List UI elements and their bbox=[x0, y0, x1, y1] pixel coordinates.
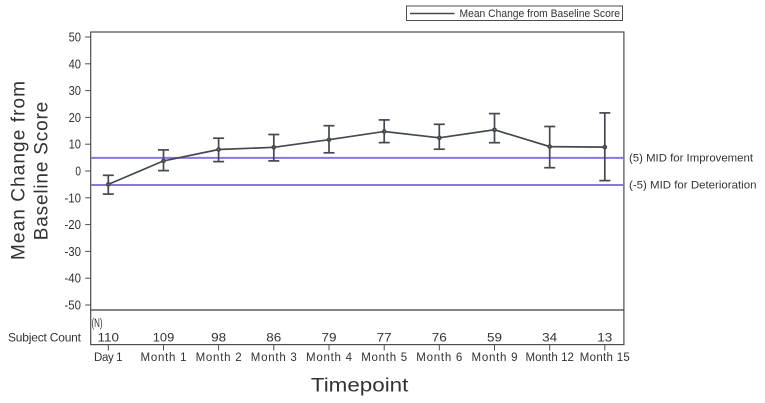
svg-text:13: 13 bbox=[597, 331, 612, 345]
svg-text:Day 1: Day 1 bbox=[94, 352, 123, 364]
svg-text:-30: -30 bbox=[65, 244, 82, 259]
svg-text:110: 110 bbox=[98, 331, 120, 345]
svg-text:40: 40 bbox=[69, 56, 81, 71]
svg-text:Month 2: Month 2 bbox=[196, 352, 242, 364]
svg-text:0: 0 bbox=[75, 164, 81, 179]
svg-text:Subject Count: Subject Count bbox=[8, 331, 82, 345]
svg-text:Month 9: Month 9 bbox=[472, 352, 518, 364]
svg-text:-50: -50 bbox=[65, 298, 82, 313]
svg-text:10: 10 bbox=[69, 137, 81, 152]
svg-text:Baseline Score: Baseline Score bbox=[32, 102, 53, 241]
svg-text:Timepoint: Timepoint bbox=[311, 375, 409, 396]
svg-text:20: 20 bbox=[69, 110, 81, 125]
svg-text:-20: -20 bbox=[65, 217, 82, 232]
svg-text:-40: -40 bbox=[65, 271, 82, 286]
svg-text:(N): (N) bbox=[92, 318, 103, 330]
svg-text:(-5) MID for Deterioration: (-5) MID for Deterioration bbox=[629, 179, 757, 191]
svg-text:50: 50 bbox=[69, 30, 81, 45]
svg-text:Mean Change from: Mean Change from bbox=[9, 81, 30, 260]
svg-text:59: 59 bbox=[487, 331, 502, 345]
svg-text:Month 15: Month 15 bbox=[580, 352, 630, 364]
svg-text:34: 34 bbox=[542, 331, 557, 345]
svg-text:Mean Change from Baseline Scor: Mean Change from Baseline Score bbox=[460, 8, 621, 20]
svg-text:Month 1: Month 1 bbox=[141, 352, 187, 364]
svg-text:30: 30 bbox=[69, 83, 81, 98]
svg-text:Month 6: Month 6 bbox=[416, 352, 462, 364]
svg-text:-10: -10 bbox=[65, 190, 82, 205]
svg-text:79: 79 bbox=[322, 331, 337, 345]
svg-text:Month 4: Month 4 bbox=[306, 352, 353, 364]
svg-text:98: 98 bbox=[211, 331, 226, 345]
svg-text:Month 3: Month 3 bbox=[251, 352, 297, 364]
svg-text:86: 86 bbox=[266, 331, 281, 345]
svg-text:(5) MID for Improvement: (5) MID for Improvement bbox=[629, 153, 753, 165]
svg-text:Month 5: Month 5 bbox=[361, 352, 407, 364]
svg-text:76: 76 bbox=[432, 331, 447, 345]
svg-text:Month 12: Month 12 bbox=[525, 352, 574, 364]
svg-text:77: 77 bbox=[377, 331, 392, 345]
svg-text:109: 109 bbox=[153, 331, 175, 345]
